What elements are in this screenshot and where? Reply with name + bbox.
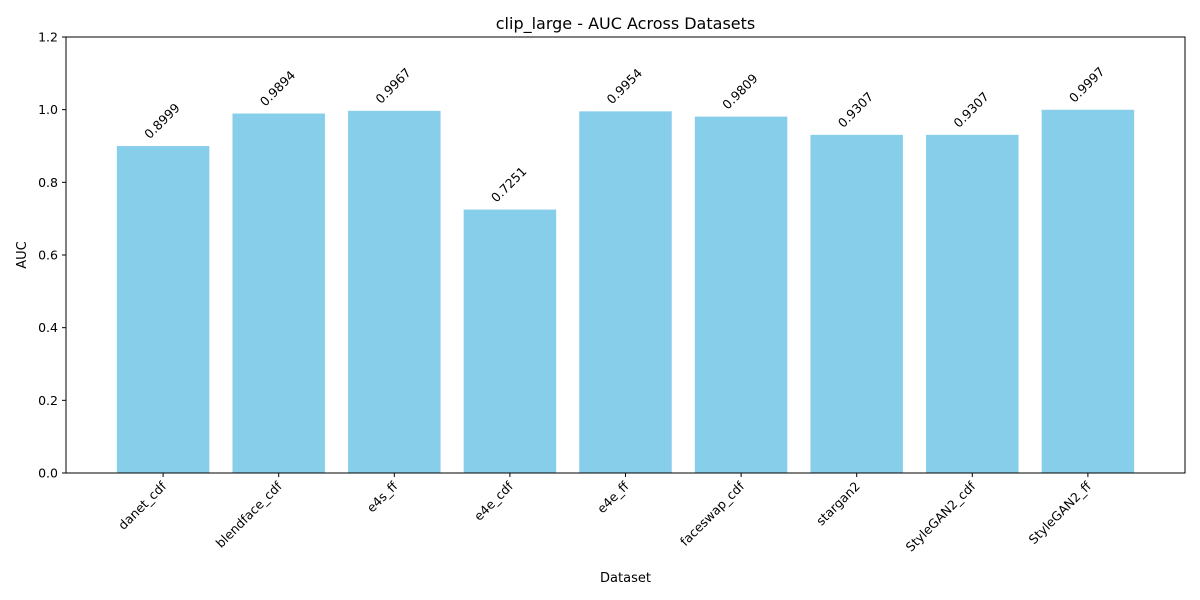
data-label-blendface_cdf: 0.9894 bbox=[257, 68, 299, 110]
x-axis: danet_cdf blendface_cdf e4s_ff e4e_cdf e4e_f… bbox=[115, 473, 1094, 554]
y-tick-label-5: 1.0 bbox=[38, 102, 58, 117]
y-tick-label-2: 0.4 bbox=[38, 320, 58, 335]
x-tick-label-e4s_ff: e4s_ff bbox=[364, 478, 401, 515]
data-label-e4e_ff: 0.9954 bbox=[604, 65, 646, 107]
bar-StyleGAN2_ff bbox=[1041, 109, 1135, 473]
x-tick-label-faceswap_cdf: faceswap_cdf bbox=[677, 478, 748, 549]
chart-title: clip_large - AUC Across Datasets bbox=[496, 14, 755, 34]
y-tick-label-6: 1.2 bbox=[38, 30, 58, 45]
data-label-StyleGAN2_cdf: 0.9307 bbox=[950, 89, 992, 131]
data-label-StyleGAN2_ff: 0.9997 bbox=[1066, 64, 1108, 106]
bar-e4e_cdf bbox=[463, 209, 557, 473]
x-tick-label-danet_cdf: danet_cdf bbox=[115, 478, 170, 533]
bar-faceswap_cdf bbox=[694, 116, 788, 474]
bar-blendface_cdf bbox=[232, 113, 325, 473]
y-tick-label-4: 0.8 bbox=[38, 175, 58, 190]
bar-e4e_ff bbox=[579, 111, 672, 473]
bar-e4s_ff bbox=[348, 110, 441, 474]
y-tick-label-0: 0.0 bbox=[38, 466, 58, 481]
x-axis-label: Dataset bbox=[600, 571, 651, 586]
data-label-faceswap_cdf: 0.9809 bbox=[719, 71, 761, 113]
y-axis: 0.0 0.2 0.4 0.6 0.8 1.0 1.2 bbox=[38, 30, 66, 481]
bar-StyleGAN2_cdf bbox=[926, 134, 1019, 473]
x-tick-label-e4e_ff: e4e_ff bbox=[594, 478, 632, 516]
bar-danet_cdf bbox=[116, 146, 210, 474]
data-label-e4e_cdf: 0.7251 bbox=[488, 164, 530, 206]
x-tick-label-blendface_cdf: blendface_cdf bbox=[213, 478, 286, 551]
x-tick-label-stargan2: stargan2 bbox=[813, 479, 863, 529]
data-label-e4s_ff: 0.9967 bbox=[372, 65, 414, 107]
y-tick-label-1: 0.2 bbox=[38, 393, 58, 408]
plot-frame bbox=[65, 36, 1186, 474]
data-label-stargan2: 0.9307 bbox=[835, 89, 877, 131]
bar-stargan2 bbox=[810, 134, 903, 473]
y-tick-label-3: 0.6 bbox=[38, 248, 58, 263]
data-label-danet_cdf: 0.8999 bbox=[141, 100, 183, 142]
x-tick-label-StyleGAN2_ff: StyleGAN2_ff bbox=[1026, 478, 1095, 547]
x-tick-label-e4e_cdf: e4e_cdf bbox=[471, 478, 517, 524]
y-axis-label: AUC bbox=[15, 241, 30, 269]
bars-group bbox=[116, 109, 1135, 474]
x-tick-label-StyleGAN2_cdf: StyleGAN2_cdf bbox=[902, 478, 978, 554]
